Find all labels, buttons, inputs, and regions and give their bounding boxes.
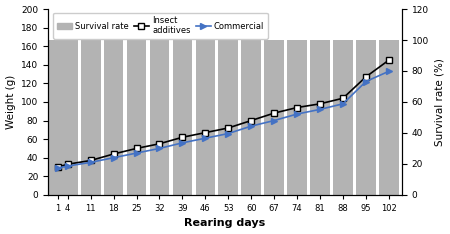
X-axis label: Rearing days: Rearing days xyxy=(184,219,266,228)
Bar xyxy=(241,40,261,195)
Insect
additives xyxy=(363,76,369,78)
Bar xyxy=(264,40,284,195)
Bar xyxy=(127,40,146,195)
Insect
additives xyxy=(134,147,139,150)
Commercial xyxy=(294,113,300,115)
Commercial xyxy=(386,70,391,73)
Bar xyxy=(104,40,123,195)
Bar xyxy=(48,40,68,195)
Insect
additives xyxy=(294,106,300,109)
Bar xyxy=(81,40,100,195)
Commercial xyxy=(340,102,346,105)
Line: Insect
additives: Insect additives xyxy=(55,57,392,170)
Insect
additives xyxy=(317,102,323,105)
Bar xyxy=(58,40,77,195)
Legend: Survival rate, Insect
additives, Commercial: Survival rate, Insect additives, Commerc… xyxy=(53,13,268,39)
Commercial xyxy=(134,152,139,154)
Insect
additives xyxy=(271,112,277,114)
Bar xyxy=(150,40,169,195)
Bar xyxy=(333,40,353,195)
Insect
additives xyxy=(157,142,162,145)
Insect
additives xyxy=(386,59,391,62)
Bar xyxy=(356,40,376,195)
Bar xyxy=(195,40,215,195)
Commercial xyxy=(317,108,323,111)
Insect
additives xyxy=(225,127,231,129)
Y-axis label: Weight (g): Weight (g) xyxy=(5,75,16,129)
Bar xyxy=(218,40,238,195)
Commercial xyxy=(225,132,231,135)
Insect
additives xyxy=(65,163,71,166)
Bar xyxy=(173,40,192,195)
Insect
additives xyxy=(340,97,346,100)
Commercial xyxy=(88,161,93,164)
Commercial xyxy=(202,137,208,140)
Bar xyxy=(287,40,307,195)
Insect
additives xyxy=(88,159,93,162)
Insect
additives xyxy=(180,136,185,139)
Insect
additives xyxy=(111,153,116,155)
Insect
additives xyxy=(248,119,254,122)
Commercial xyxy=(157,147,162,150)
Bar xyxy=(379,40,399,195)
Commercial xyxy=(55,167,61,169)
Insect
additives xyxy=(202,131,208,134)
Commercial xyxy=(363,80,369,83)
Commercial xyxy=(180,141,185,144)
Line: Commercial: Commercial xyxy=(55,69,392,171)
Commercial xyxy=(111,156,116,159)
Insect
additives xyxy=(55,166,61,168)
Commercial xyxy=(271,119,277,122)
Bar xyxy=(310,40,330,195)
Commercial xyxy=(65,165,71,168)
Commercial xyxy=(248,125,254,128)
Y-axis label: Survival rate (%): Survival rate (%) xyxy=(434,58,445,146)
